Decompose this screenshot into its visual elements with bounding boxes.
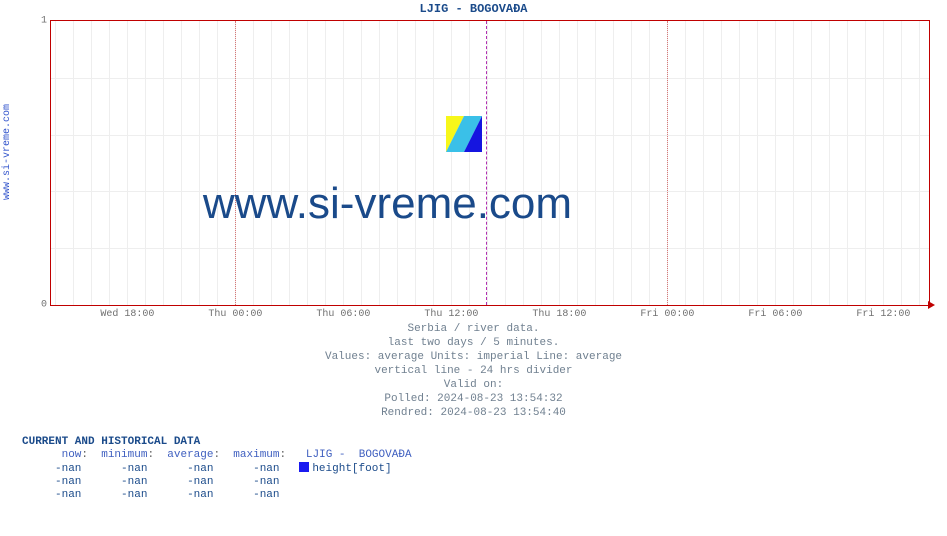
- x-axis-tick-label: Fri 00:00: [640, 309, 694, 320]
- gridline-vertical: [847, 21, 848, 305]
- gridline-vertical: [145, 21, 146, 305]
- caption-line: vertical line - 24 hrs divider: [0, 364, 947, 378]
- x-axis-tick-label: Fri 12:00: [856, 309, 910, 320]
- legend-series-label: height[foot]: [312, 463, 391, 475]
- watermark-icon: [446, 116, 482, 152]
- chart-page: LJIG - BOGOVAĐA www.si-vreme.com Wed 18:…: [0, 0, 947, 536]
- gridline-vertical: [919, 21, 920, 305]
- gridline-vertical: [649, 21, 650, 305]
- gridline-vertical-major: [235, 21, 236, 305]
- gridline-vertical: [55, 21, 56, 305]
- gridline-vertical: [757, 21, 758, 305]
- gridline-vertical: [397, 21, 398, 305]
- gridline-vertical: [217, 21, 218, 305]
- chart-title: LJIG - BOGOVAĐA: [0, 2, 947, 16]
- caption-line: Values: average Units: imperial Line: av…: [0, 350, 947, 364]
- gridline-vertical: [307, 21, 308, 305]
- gridline-vertical: [289, 21, 290, 305]
- gridline-vertical: [433, 21, 434, 305]
- gridline-vertical: [703, 21, 704, 305]
- table-row: -nan -nan -nan -nan height[foot]: [22, 462, 412, 476]
- gridline-vertical: [379, 21, 380, 305]
- gridline-vertical: [73, 21, 74, 305]
- caption-line: last two days / 5 minutes.: [0, 336, 947, 350]
- gridline-horizontal: [51, 78, 929, 79]
- gridline-vertical: [685, 21, 686, 305]
- axis-arrow-icon: [928, 301, 935, 309]
- gridline-vertical: [865, 21, 866, 305]
- gridline-vertical: [181, 21, 182, 305]
- x-axis-tick-label: Fri 06:00: [748, 309, 802, 320]
- side-link[interactable]: www.si-vreme.com: [2, 104, 13, 200]
- gridline-vertical: [901, 21, 902, 305]
- x-axis-tick-label: Thu 00:00: [208, 309, 262, 320]
- gridline-vertical: [415, 21, 416, 305]
- gridline-horizontal: [51, 248, 929, 249]
- gridline-vertical: [739, 21, 740, 305]
- x-axis-tick-label: Thu 12:00: [424, 309, 478, 320]
- gridline-vertical-labelled: [883, 21, 884, 305]
- y-axis-tick-label: 1: [41, 16, 47, 27]
- gridline-vertical: [271, 21, 272, 305]
- caption-line: Serbia / river data.: [0, 322, 947, 336]
- gridline-vertical: [811, 21, 812, 305]
- chart-caption: Serbia / river data.last two days / 5 mi…: [0, 322, 947, 420]
- divider-24h: [486, 21, 487, 305]
- gridline-vertical-labelled: [559, 21, 560, 305]
- gridline-vertical-labelled: [343, 21, 344, 305]
- gridline-vertical: [505, 21, 506, 305]
- caption-line: Rendred: 2024-08-23 13:54:40: [0, 406, 947, 420]
- gridline-vertical: [541, 21, 542, 305]
- gridline-vertical-major: [667, 21, 668, 305]
- gridline-vertical: [91, 21, 92, 305]
- gridline-vertical-labelled: [451, 21, 452, 305]
- table-row: -nan -nan -nan -nan: [22, 489, 412, 502]
- gridline-vertical: [523, 21, 524, 305]
- gridline-vertical: [793, 21, 794, 305]
- gridline-horizontal: [51, 135, 929, 136]
- caption-line: Valid on:: [0, 378, 947, 392]
- caption-line: Polled: 2024-08-23 13:54:32: [0, 392, 947, 406]
- data-table: CURRENT AND HISTORICAL DATA now: minimum…: [22, 436, 412, 502]
- table-heading: CURRENT AND HISTORICAL DATA: [22, 436, 412, 449]
- gridline-vertical: [163, 21, 164, 305]
- gridline-vertical: [253, 21, 254, 305]
- gridline-vertical: [361, 21, 362, 305]
- gridline-vertical-labelled: [775, 21, 776, 305]
- x-axis-tick-label: Wed 18:00: [100, 309, 154, 320]
- gridline-vertical: [469, 21, 470, 305]
- x-axis-tick-label: Thu 18:00: [532, 309, 586, 320]
- y-axis-tick-label: 0: [41, 300, 47, 311]
- gridline-vertical-labelled: [127, 21, 128, 305]
- watermark-text: www.si-vreme.com: [203, 179, 572, 229]
- gridline-vertical: [109, 21, 110, 305]
- gridline-vertical: [829, 21, 830, 305]
- gridline-vertical: [199, 21, 200, 305]
- gridline-vertical: [613, 21, 614, 305]
- gridline-vertical: [487, 21, 488, 305]
- legend-swatch: [299, 462, 309, 472]
- gridline-vertical: [721, 21, 722, 305]
- gridline-vertical: [631, 21, 632, 305]
- gridline-vertical: [577, 21, 578, 305]
- gridline-vertical: [325, 21, 326, 305]
- table-row: -nan -nan -nan -nan: [22, 476, 412, 489]
- side-link-anchor[interactable]: www.si-vreme.com: [2, 104, 13, 200]
- gridline-vertical: [595, 21, 596, 305]
- chart-plot-area: Wed 18:00Thu 00:00Thu 06:00Thu 12:00Thu …: [50, 20, 930, 306]
- table-header-row: now: minimum: average: maximum: LJIG - B…: [22, 449, 412, 462]
- x-axis-tick-label: Thu 06:00: [316, 309, 370, 320]
